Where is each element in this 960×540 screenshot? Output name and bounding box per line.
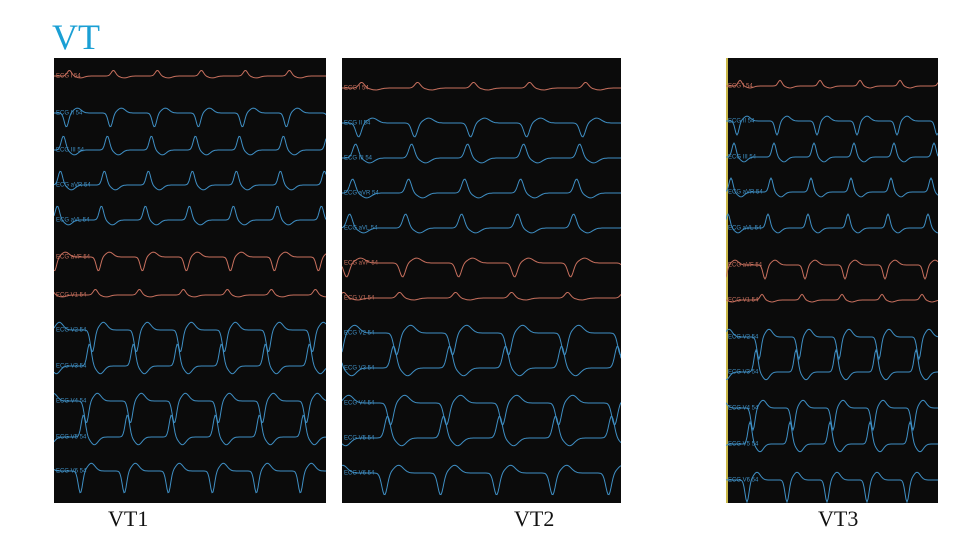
ecg-trace: [342, 143, 621, 164]
lead-label: ECG V2 54: [56, 328, 87, 334]
ecg-trace: [726, 471, 938, 503]
ecg-trace: [726, 142, 938, 163]
lead-label: ECG II 54: [56, 111, 83, 117]
ecg-trace: [342, 292, 621, 301]
lead-label: ECG I 54: [56, 74, 81, 80]
ecg-trace: [54, 69, 326, 79]
ecg-trace: [342, 464, 621, 496]
lead-label: ECG V4 54: [728, 406, 759, 412]
lead-label: ECG V5 54: [344, 436, 375, 442]
lead-label: ECG V4 54: [56, 399, 87, 405]
lead-label: ECG V1 54: [344, 296, 375, 302]
ecg-trace: [726, 328, 938, 361]
ecg-trace: [342, 257, 621, 278]
ecg-trace: [342, 324, 621, 356]
ecg-trace: [726, 399, 938, 432]
ecg-trace: [726, 177, 938, 198]
lead-label: ECG III 54: [344, 156, 373, 162]
lead-label: ECG aVL 54: [728, 226, 762, 232]
ecg-panel: ECG I 54 ECG II 54 ECG III 54 ECG aVR 54 ECG…: [726, 58, 938, 503]
ecg-panel: ECG I 54 ECG II 54 ECG III 54 ECG aVR 54 ECG…: [54, 58, 326, 503]
lead-label: ECG III 54: [728, 155, 757, 161]
panel-caption: VT1: [108, 506, 149, 531]
lead-label: ECG aVL 54: [344, 226, 378, 232]
lead-label: ECG V6 54: [56, 469, 87, 475]
ecg-trace: [54, 321, 326, 353]
lead-label: ECG V2 54: [344, 331, 375, 337]
slide-title: VT: [52, 17, 100, 57]
lead-label: ECG II 54: [344, 121, 371, 127]
lead-label: ECG V5 54: [56, 435, 87, 441]
ecg-trace: [342, 345, 621, 377]
ecg-trace: [342, 213, 621, 234]
lead-label: ECG V6 54: [728, 478, 759, 484]
ecg-trace: [726, 213, 938, 234]
lead-label: ECG aVR 54: [344, 191, 379, 197]
ecg-trace: [726, 348, 938, 381]
lead-label: ECG V3 54: [728, 370, 759, 376]
lead-label: ECG aVF 54: [56, 255, 91, 261]
lead-label: ECG aVR 54: [56, 183, 91, 189]
ecg-trace: [54, 170, 326, 191]
ecg-trace: [726, 420, 938, 453]
lead-label: ECG aVF 54: [728, 263, 763, 269]
lead-label: ECG V5 54: [728, 442, 759, 448]
ecg-trace: [342, 82, 621, 91]
lead-label: ECG V6 54: [344, 471, 375, 477]
lead-label: ECG II 54: [728, 119, 755, 125]
lead-label: ECG V1 54: [728, 298, 759, 304]
lead-label: ECG aVR 54: [728, 190, 763, 196]
lead-label: ECG V1 54: [56, 293, 87, 299]
ecg-trace: [54, 392, 326, 424]
ecg-trace: [54, 288, 326, 298]
ecg-trace: [54, 107, 326, 128]
ecg-trace: [54, 205, 326, 226]
lead-label: ECG V4 54: [344, 401, 375, 407]
lead-label: ECG aVF 54: [344, 261, 379, 267]
ecg-trace: [342, 117, 621, 138]
panel-caption: VT3: [818, 506, 859, 531]
ecg-trace: [726, 79, 938, 89]
lead-label: ECG aVL 54: [56, 218, 90, 224]
lead-label: ECG III 54: [56, 148, 85, 154]
ecg-trace: [726, 259, 938, 280]
lead-label: ECG V3 54: [344, 366, 375, 372]
ecg-trace: [342, 178, 621, 199]
ecg-trace: [54, 343, 326, 375]
ecg-trace: [54, 414, 326, 446]
panel-caption: VT2: [514, 506, 555, 531]
ecg-trace: [726, 115, 938, 136]
lead-label: ECG V3 54: [56, 364, 87, 370]
ecg-trace: [54, 462, 326, 494]
ecg-trace: [54, 251, 326, 272]
ecg-trace: [342, 415, 621, 447]
lead-label: ECG V2 54: [728, 335, 759, 341]
lead-label: ECG I 54: [344, 86, 369, 92]
lead-label: ECG I 54: [728, 84, 753, 90]
ecg-trace: [726, 293, 938, 303]
ecg-trace: [54, 135, 326, 156]
ecg-panel: ECG I 54 ECG II 54 ECG III 54 ECG aVR 54 ECG…: [342, 58, 621, 503]
ecg-trace: [342, 394, 621, 426]
